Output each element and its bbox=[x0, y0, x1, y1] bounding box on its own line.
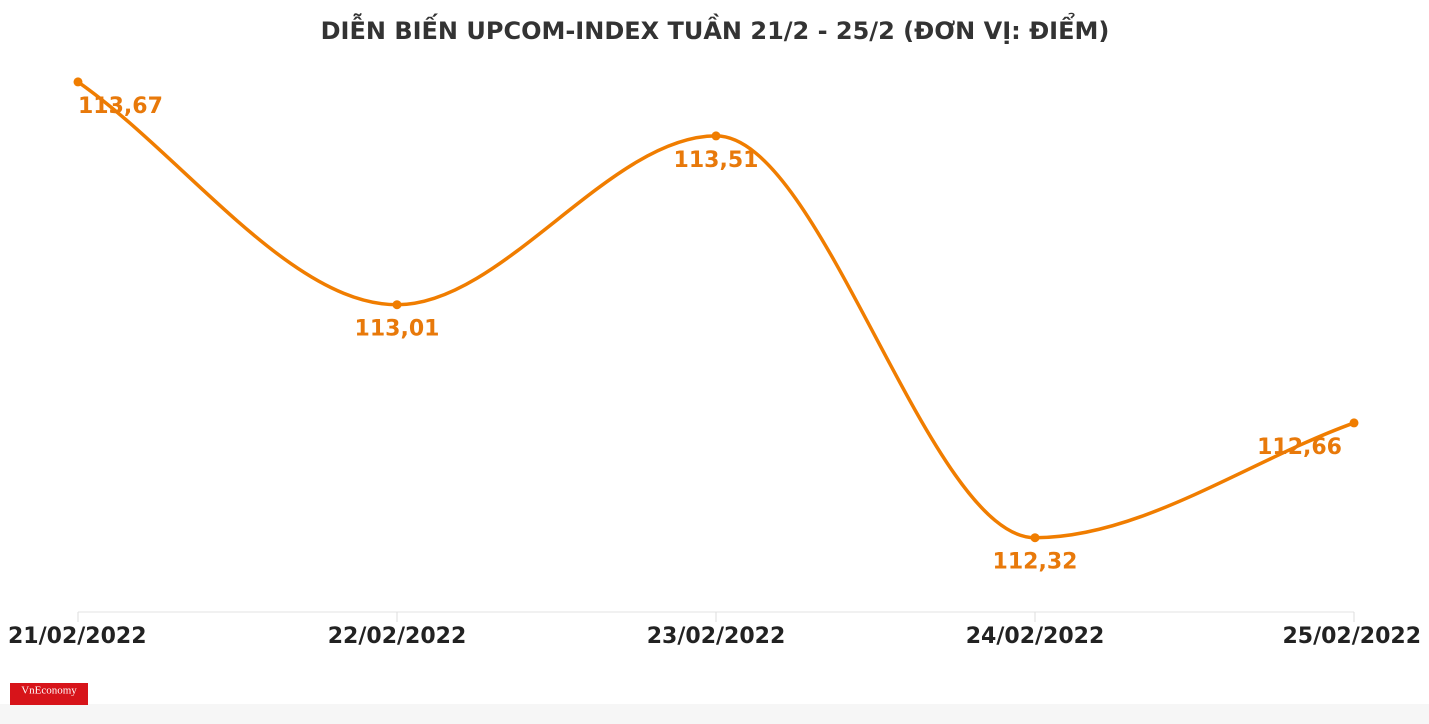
logo: VnEconomy bbox=[21, 685, 77, 697]
point bbox=[1030, 533, 1040, 543]
x-tick-label: 23/02/2022 bbox=[647, 624, 786, 649]
value-label: 112,32 bbox=[993, 550, 1078, 575]
footer-strip bbox=[0, 704, 1429, 724]
x-tick-label: 22/02/2022 bbox=[328, 624, 467, 649]
point bbox=[1349, 418, 1359, 428]
x-tick-label: 25/02/2022 bbox=[1282, 624, 1421, 649]
logo-box bbox=[10, 683, 88, 705]
x-tick-label: 24/02/2022 bbox=[966, 624, 1105, 649]
x-tick-label: 21/02/2022 bbox=[8, 624, 147, 649]
line bbox=[76, 80, 1355, 540]
chart-title: DIỄN BIẾN UPCOM-INDEX TUẦN 21/2 - 25/2 (… bbox=[321, 11, 1110, 45]
value-label: 113,51 bbox=[674, 148, 759, 173]
value-label: 112,66 bbox=[1257, 435, 1342, 460]
point bbox=[392, 300, 402, 310]
value-label: 113,01 bbox=[355, 317, 440, 342]
point bbox=[73, 77, 83, 87]
value-label: 113,67 bbox=[78, 94, 163, 119]
point bbox=[711, 131, 721, 141]
